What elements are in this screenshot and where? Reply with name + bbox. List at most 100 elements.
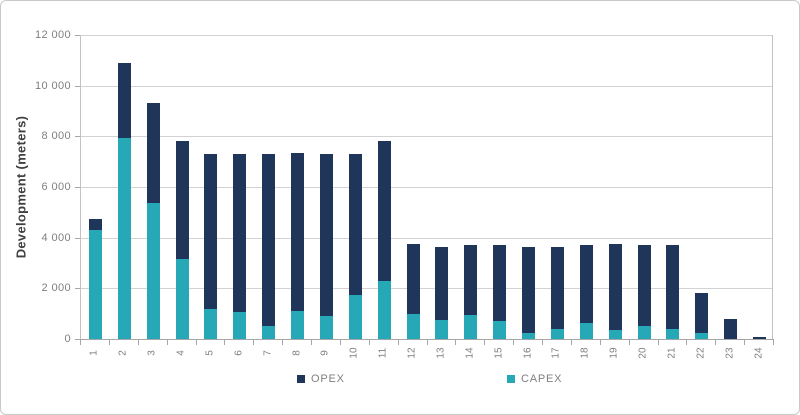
bar-segment-opex-2 (117, 62, 131, 138)
y-tick-8000 (75, 136, 80, 137)
x-tick-label-22: 22 (695, 347, 707, 359)
x-tick-label-19: 19 (608, 347, 620, 359)
bar-16 (522, 246, 536, 339)
bar-segment-opex-14 (464, 245, 478, 315)
x-tick-18 (600, 340, 601, 345)
bar-24 (753, 336, 767, 339)
gridline-8000 (81, 136, 772, 138)
y-tick-4000 (75, 238, 80, 239)
bar-15 (493, 245, 507, 339)
gridline-6000 (81, 187, 772, 188)
bar-segment-opex-21 (666, 245, 680, 329)
bar-segment-capex-14 (464, 314, 478, 339)
x-tick-label-11: 11 (377, 347, 389, 359)
x-tick-10 (369, 340, 370, 345)
bar-segment-opex-3 (146, 103, 160, 204)
bar-segment-capex-15 (493, 321, 507, 339)
x-tick-12 (427, 340, 428, 345)
y-tick-label-10000: 10 000 (34, 79, 71, 92)
bar-segment-opex-18 (579, 245, 593, 323)
bar-2 (117, 62, 131, 339)
x-tick-label-1: 1 (88, 350, 100, 356)
bar-segment-opex-15 (493, 245, 507, 322)
bar-segment-opex-20 (637, 245, 651, 327)
x-tick-11 (398, 340, 399, 345)
x-tick-label-24: 24 (753, 347, 765, 359)
bar-10 (348, 154, 362, 339)
x-tick-label-10: 10 (348, 347, 360, 359)
y-tick-label-6000: 6 000 (41, 181, 71, 193)
x-tick-21 (686, 340, 687, 345)
x-tick-label-9: 9 (319, 350, 331, 356)
y-tick-6000 (75, 187, 80, 188)
bar-segment-opex-19 (608, 244, 622, 331)
x-tick-23 (744, 340, 745, 345)
y-tick-12000 (75, 35, 80, 36)
x-tick-label-15: 15 (493, 347, 505, 359)
x-tick-label-14: 14 (464, 347, 476, 359)
bar-18 (579, 245, 593, 339)
bar-segment-opex-22 (695, 293, 709, 333)
bar-segment-capex-13 (435, 320, 449, 339)
bar-12 (406, 244, 420, 339)
x-axis-line (76, 339, 774, 340)
bar-segment-capex-7 (262, 326, 276, 339)
x-tick-0 (80, 340, 81, 345)
x-tick-label-7: 7 (262, 350, 274, 356)
y-tick-0 (75, 339, 80, 340)
bar-segment-opex-4 (175, 141, 189, 260)
x-tick-label-13: 13 (435, 347, 447, 359)
bar-segment-capex-22 (695, 332, 709, 339)
bar-segment-capex-2 (117, 137, 131, 339)
y-tick-10000 (75, 86, 80, 87)
bar-1 (88, 218, 102, 339)
x-tick-1 (109, 340, 110, 345)
x-tick-15 (513, 340, 514, 345)
x-tick-label-20: 20 (637, 347, 649, 359)
bar-5 (204, 154, 218, 339)
x-tick-20 (658, 340, 659, 345)
bar-segment-opex-10 (348, 154, 362, 295)
x-tick-3 (167, 340, 168, 345)
bar-3 (146, 103, 160, 339)
x-tick-6 (253, 340, 254, 345)
bar-segment-capex-18 (579, 322, 593, 339)
bar-14 (464, 245, 478, 339)
bar-segment-opex-11 (377, 141, 391, 281)
x-tick-label-23: 23 (724, 347, 736, 359)
bar-segment-opex-1 (88, 218, 102, 231)
capex-legend-label: CAPEX (521, 373, 563, 385)
bar-segment-capex-21 (666, 328, 680, 339)
bar-segment-capex-12 (406, 313, 420, 339)
bar-23 (724, 318, 738, 339)
bar-segment-opex-17 (550, 246, 564, 329)
x-tick-label-8: 8 (291, 350, 303, 356)
bar-segment-opex-5 (204, 154, 218, 309)
bar-22 (695, 293, 709, 339)
legend-item-opex: OPEX (297, 373, 345, 385)
bar-19 (608, 244, 622, 339)
capex-legend-swatch (507, 375, 515, 383)
x-tick-label-18: 18 (579, 347, 591, 359)
opex-legend-swatch (297, 375, 305, 383)
x-tick-16 (542, 340, 543, 345)
y-tick-label-12000: 12 000 (34, 29, 71, 41)
gridline-2000 (81, 288, 772, 290)
x-tick-label-4: 4 (175, 350, 187, 356)
y-tick-label-4000: 4 000 (41, 231, 71, 244)
legend-item-capex: CAPEX (507, 373, 562, 385)
bar-segment-opex-24 (753, 336, 767, 339)
bar-11 (377, 141, 391, 339)
bar-7 (262, 154, 276, 339)
y-tick-2000 (75, 288, 80, 289)
x-tick-label-3: 3 (146, 350, 158, 356)
gridline-4000 (81, 237, 772, 239)
bar-8 (291, 152, 305, 339)
x-tick-label-2: 2 (117, 350, 129, 356)
x-tick-17 (571, 340, 572, 345)
bar-segment-capex-19 (608, 330, 622, 339)
bar-segment-capex-4 (175, 259, 189, 339)
bar-6 (233, 154, 247, 339)
bar-segment-capex-9 (319, 316, 333, 339)
